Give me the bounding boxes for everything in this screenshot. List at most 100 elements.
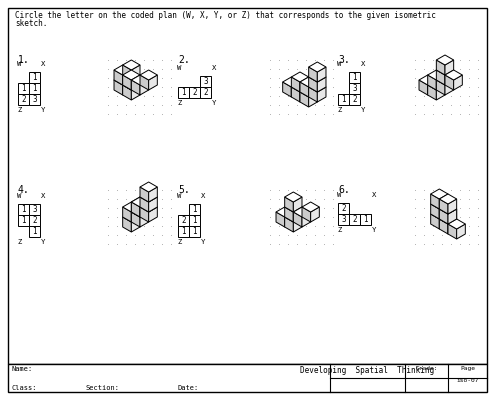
Bar — [189, 87, 200, 98]
Text: X: X — [212, 65, 216, 71]
Polygon shape — [294, 207, 311, 217]
Polygon shape — [436, 65, 453, 75]
Text: 1: 1 — [192, 216, 197, 225]
Text: Y: Y — [41, 107, 46, 113]
Polygon shape — [148, 75, 157, 90]
Polygon shape — [131, 75, 148, 85]
Polygon shape — [294, 197, 302, 212]
Text: 2.: 2. — [178, 55, 190, 65]
Polygon shape — [428, 75, 436, 90]
Bar — [200, 76, 211, 87]
Polygon shape — [309, 62, 326, 72]
Polygon shape — [140, 192, 157, 202]
Bar — [349, 94, 360, 105]
Text: 1: 1 — [21, 84, 26, 93]
Polygon shape — [123, 60, 140, 70]
Polygon shape — [436, 55, 453, 65]
Polygon shape — [419, 80, 428, 95]
Text: Z: Z — [337, 227, 342, 233]
Polygon shape — [140, 197, 148, 212]
Polygon shape — [123, 75, 131, 90]
Text: iso-07: iso-07 — [457, 378, 479, 383]
Polygon shape — [431, 204, 440, 219]
Polygon shape — [445, 60, 453, 75]
Text: X: X — [361, 61, 365, 67]
Polygon shape — [140, 187, 148, 202]
Polygon shape — [448, 199, 457, 214]
Polygon shape — [309, 72, 326, 82]
Text: X: X — [201, 193, 205, 199]
Polygon shape — [140, 207, 148, 222]
Polygon shape — [131, 202, 140, 217]
Text: Section:: Section: — [85, 385, 119, 391]
Bar — [189, 215, 200, 226]
Bar — [360, 214, 371, 225]
Polygon shape — [428, 80, 436, 95]
Bar — [8, 364, 487, 392]
Polygon shape — [440, 214, 457, 224]
Text: Name:: Name: — [12, 366, 33, 372]
Text: Z: Z — [177, 239, 181, 245]
Polygon shape — [453, 75, 462, 90]
Polygon shape — [283, 77, 300, 87]
Polygon shape — [445, 70, 453, 85]
Polygon shape — [440, 204, 448, 219]
Polygon shape — [285, 192, 302, 202]
Polygon shape — [140, 75, 148, 90]
Text: 1.: 1. — [18, 55, 30, 65]
Polygon shape — [114, 80, 123, 95]
Text: 5.: 5. — [178, 185, 190, 195]
Bar — [200, 87, 211, 98]
Text: 1: 1 — [32, 227, 37, 236]
Text: W: W — [177, 193, 181, 199]
Text: Z: Z — [17, 107, 21, 113]
Text: 2: 2 — [352, 215, 357, 224]
Polygon shape — [123, 207, 131, 222]
Polygon shape — [309, 87, 317, 102]
Bar — [178, 226, 189, 237]
Polygon shape — [440, 194, 457, 204]
Bar — [29, 83, 40, 94]
Polygon shape — [140, 70, 157, 80]
Polygon shape — [140, 80, 148, 95]
Polygon shape — [123, 65, 131, 80]
Text: 1: 1 — [21, 205, 26, 214]
Polygon shape — [431, 214, 440, 229]
Polygon shape — [123, 70, 140, 80]
Polygon shape — [123, 80, 140, 90]
Polygon shape — [276, 212, 285, 227]
Polygon shape — [300, 87, 317, 97]
Polygon shape — [294, 212, 302, 227]
Polygon shape — [300, 77, 317, 87]
Text: W: W — [337, 61, 342, 67]
Polygon shape — [148, 197, 157, 212]
Polygon shape — [131, 197, 148, 207]
Text: 1: 1 — [192, 227, 197, 236]
Text: 3: 3 — [352, 84, 357, 93]
Polygon shape — [140, 182, 157, 192]
Polygon shape — [300, 87, 309, 102]
Text: Circle the letter on the coded plan (W, X, Y, or Z) that corresponds to the give: Circle the letter on the coded plan (W, … — [15, 11, 436, 20]
Polygon shape — [448, 209, 457, 224]
Polygon shape — [123, 70, 140, 80]
Polygon shape — [131, 85, 140, 100]
Polygon shape — [123, 85, 131, 100]
Bar — [338, 94, 349, 105]
Polygon shape — [309, 92, 317, 107]
Text: 1: 1 — [32, 73, 37, 82]
Polygon shape — [131, 75, 140, 90]
Polygon shape — [431, 199, 448, 209]
Bar — [178, 87, 189, 98]
Polygon shape — [114, 65, 131, 75]
Text: W: W — [17, 193, 21, 199]
Polygon shape — [440, 199, 448, 214]
Text: Y: Y — [361, 107, 365, 113]
Polygon shape — [148, 187, 157, 202]
Polygon shape — [445, 75, 453, 90]
Polygon shape — [131, 217, 140, 232]
Polygon shape — [440, 204, 457, 214]
Text: Class:: Class: — [12, 385, 38, 391]
Polygon shape — [131, 207, 140, 222]
Polygon shape — [302, 202, 319, 212]
Text: 4.: 4. — [18, 185, 30, 195]
